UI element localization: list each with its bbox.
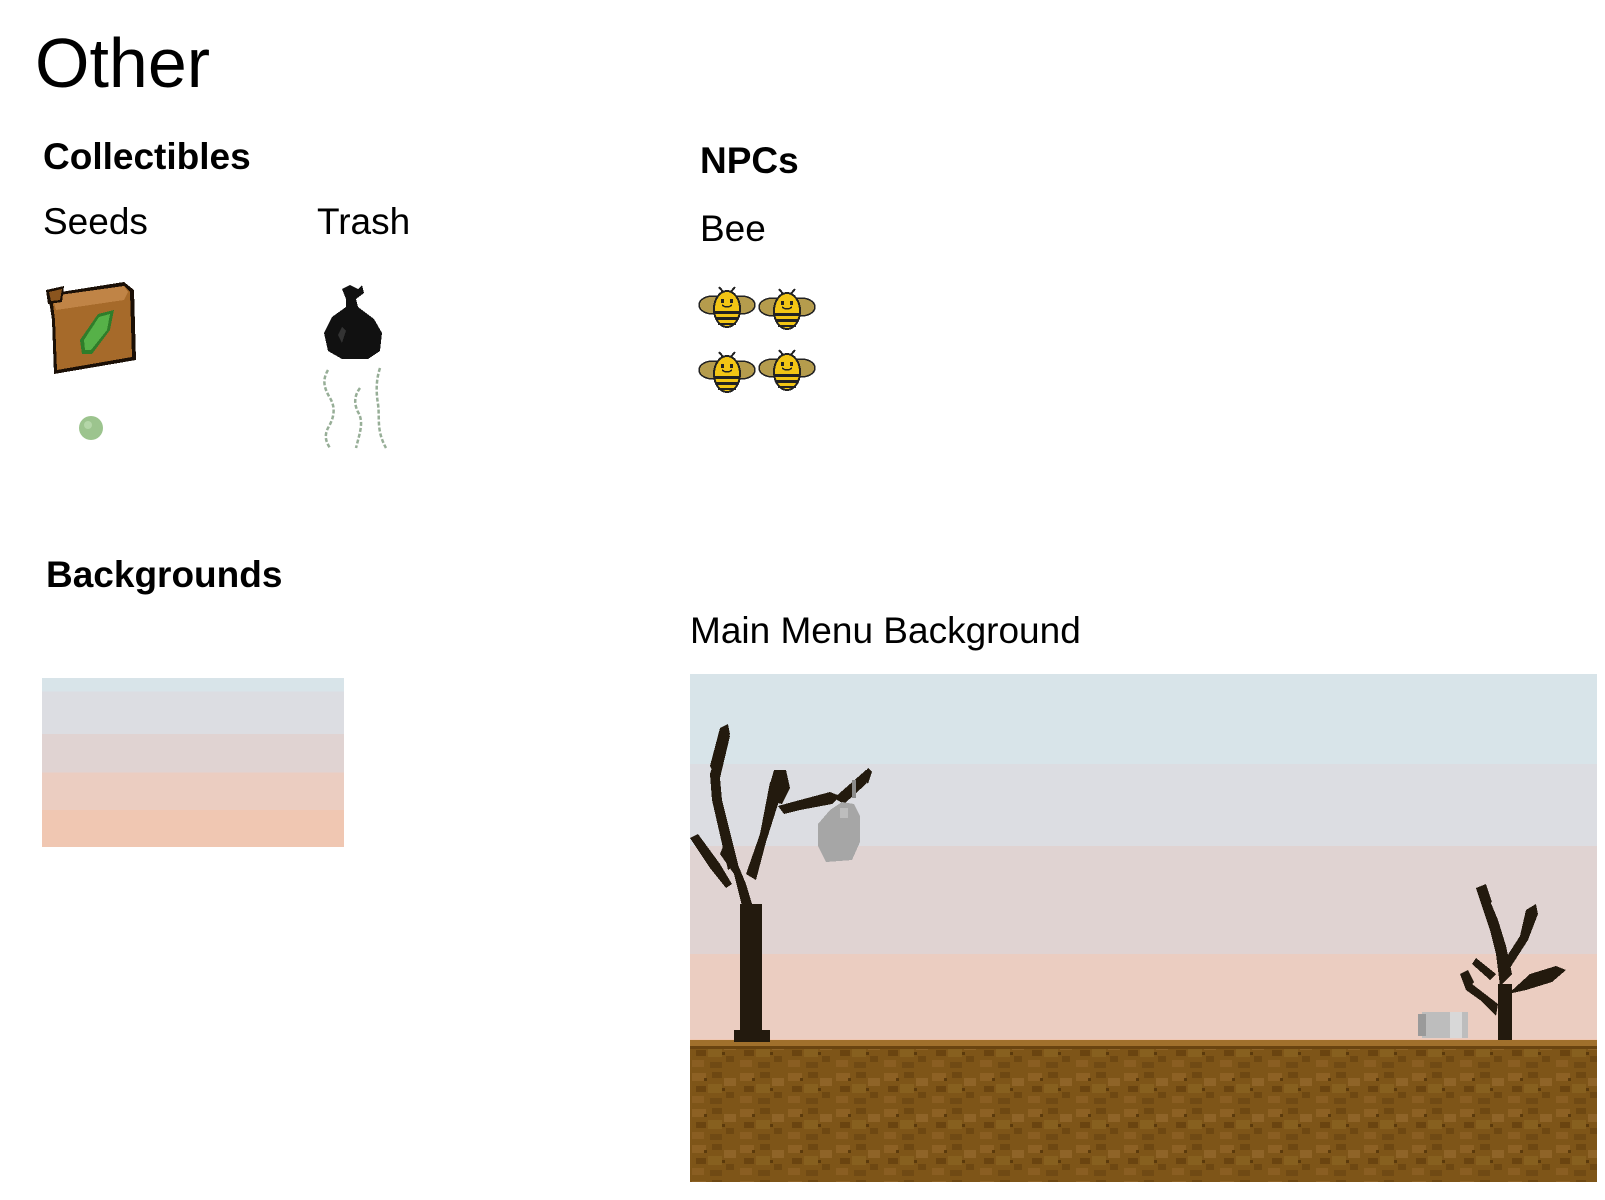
trash-bag-icon <box>318 285 390 363</box>
bee-icon <box>697 350 757 400</box>
dead-tree-icon <box>1460 884 1566 1040</box>
can-icon <box>1418 1012 1468 1038</box>
main-menu-background <box>690 674 1597 1182</box>
page-title: Other <box>35 24 211 102</box>
collectibles-heading: Collectibles <box>43 136 251 177</box>
bee-icon <box>757 287 817 337</box>
bee-icon <box>697 285 757 335</box>
trash-label: Trash <box>317 201 411 242</box>
seed-packet-icon <box>44 280 139 376</box>
seed-icon <box>78 415 104 441</box>
stink-lines-icon <box>320 367 392 450</box>
dead-tree-icon <box>690 724 872 1042</box>
npcs-heading: NPCs <box>700 140 799 181</box>
backgrounds-heading: Backgrounds <box>46 554 283 595</box>
dirt-ground <box>690 1040 1597 1182</box>
seeds-label: Seeds <box>43 201 148 242</box>
hanging-trash-bag-icon <box>818 780 860 862</box>
bee-label: Bee <box>700 208 766 249</box>
main-menu-background-label: Main Menu Background <box>690 610 1081 651</box>
bee-icon <box>757 348 817 398</box>
sky-gradient <box>42 678 344 847</box>
